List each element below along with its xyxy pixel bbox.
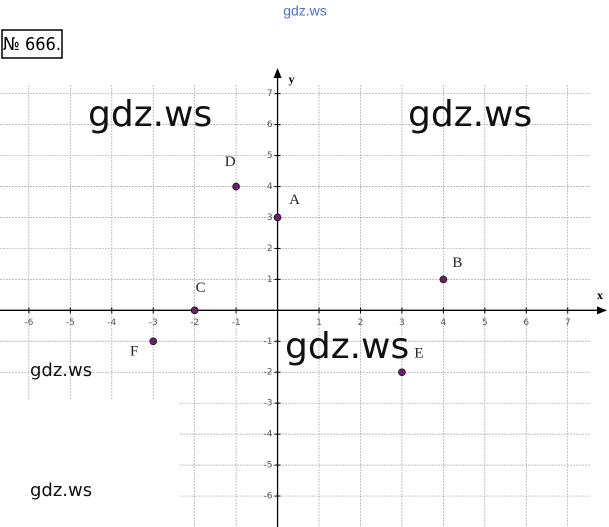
site-header: gdz.ws [283, 3, 327, 19]
x-tick-label: 5 [482, 318, 488, 328]
y-tick-label: 5 [267, 151, 273, 161]
point-label: B [452, 255, 462, 271]
plot: -6 -5 -4 -3 -2 -1 1 2 3 4 5 6 7 -6 -5 -4 -3 -2 -1 1 2 3 4 5 6 7 x y… [0, 68, 607, 527]
x-arrow [597, 306, 607, 315]
point [439, 275, 448, 284]
point-label: C [196, 280, 206, 296]
problem-box [1, 29, 63, 59]
point [398, 368, 406, 377]
point-label: D [225, 154, 236, 170]
y-tick-label: 7 [267, 89, 273, 99]
watermark: gdz.ws [408, 94, 532, 135]
x-tick-label: 6 [523, 318, 529, 328]
x-tick-label: -1 [232, 318, 241, 328]
y-tick-label: 1 [267, 275, 273, 285]
x-tick-label: -4 [107, 318, 116, 328]
y-tick-label: -5 [264, 461, 273, 471]
y-tick-label: 3 [267, 213, 273, 223]
x-tick-label: 2 [358, 318, 364, 328]
blank-area [0, 400, 180, 527]
point-label: A [289, 192, 300, 208]
y-tick-label: 4 [267, 182, 273, 192]
y-axis-label: y [289, 72, 295, 86]
point-label: E [414, 346, 423, 362]
point [190, 306, 199, 315]
y-tick-label: -3 [264, 399, 273, 409]
x-tick-label: 1 [316, 318, 322, 328]
x-tick-label: -5 [66, 318, 75, 328]
watermark: gdz.ws [285, 326, 409, 367]
x-tick-label: -2 [190, 318, 199, 328]
point-label: F [130, 344, 138, 360]
point [273, 213, 282, 222]
y-arrow [273, 68, 282, 78]
x-tick-label: -3 [149, 318, 158, 328]
y-tick-label: 6 [267, 120, 273, 130]
watermark: gdz.ws [30, 360, 92, 381]
watermark: gdz.ws [30, 480, 92, 501]
y-tick-label: -2 [264, 368, 273, 378]
x-tick-label: 4 [440, 318, 446, 328]
x-axis-label: x [597, 288, 603, 302]
problem-number: № 666. [3, 34, 61, 55]
y-tick-label: -1 [264, 337, 273, 347]
y-tick-label: -4 [264, 430, 273, 440]
x-tick-label: 7 [565, 318, 571, 328]
y-tick-label: 2 [267, 244, 273, 254]
y-tick-label: -6 [264, 492, 273, 502]
x-tick-label: -6 [24, 318, 33, 328]
x-tick-label: 3 [399, 318, 405, 328]
grid [0, 85, 590, 527]
point [149, 337, 158, 346]
point [232, 182, 240, 191]
watermark: gdz.ws [88, 94, 212, 135]
